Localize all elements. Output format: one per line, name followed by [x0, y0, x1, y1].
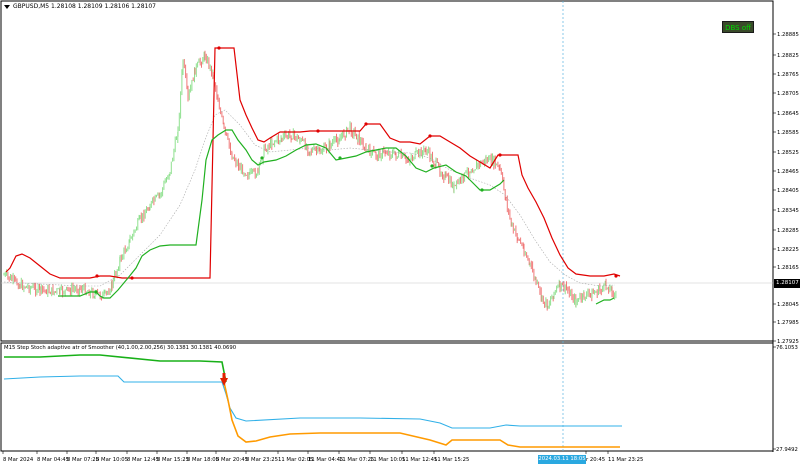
price-axis-label: 1.28525 — [777, 150, 799, 156]
signal-status-box[interactable]: DBS off — [722, 21, 754, 33]
price-axis-label: 1.27985 — [777, 320, 799, 326]
chart-title: GBPUSD,M5 1.28108 1.28109 1.28106 1.2810… — [4, 3, 156, 10]
time-axis-label: 8 Mar 20:45 — [216, 457, 248, 463]
candlestick-series — [3, 50, 617, 311]
time-axis-label: 8 Mar 10:05 — [96, 457, 128, 463]
time-axis-label: 8 Mar 15:25 — [157, 457, 189, 463]
price-axis-label: 1.28765 — [777, 72, 799, 78]
price-axis: 1.28885 1.28825 1.28765 1.28705 1.28645 1.285… — [773, 32, 799, 345]
price-axis-label: 1.28465 — [777, 169, 799, 175]
indicator-green-line — [4, 354, 227, 383]
time-axis-label: 8 Mar 23:25 — [246, 457, 278, 463]
moving-average-line — [3, 109, 616, 287]
current-price-tag: 1.28107 — [774, 279, 800, 288]
time-axis-label: 11 Mar 12:45 — [402, 457, 437, 463]
price-axis-label: 1.28405 — [777, 188, 799, 194]
time-axis: 8 Mar 2024 8 Mar 04:458 Mar 07:258 Mar 10… — [2, 451, 643, 463]
time-axis-label: 8 Mar 04:45 — [37, 457, 69, 463]
time-axis-label: 11 Mar 15:25 — [434, 457, 469, 463]
main-chart-area[interactable] — [0, 0, 774, 342]
price-axis-label: 1.28165 — [777, 265, 799, 271]
price-axis-label: 1.28045 — [777, 302, 799, 308]
time-axis-label: 11 Mar 04:45 — [308, 457, 343, 463]
time-axis-label: r 20:45 — [586, 457, 605, 463]
indicator-blue-line — [3, 375, 622, 429]
stop-markers — [94, 46, 618, 294]
indicator-arrow-marker — [220, 373, 228, 386]
price-axis-label: 1.27925 — [777, 339, 799, 345]
indicator-orange-line — [223, 381, 620, 448]
time-axis-label: 11 Mar 23:25 — [608, 457, 643, 463]
indicator-window[interactable] — [0, 342, 774, 452]
time-axis-label: 11 Mar 10:05 — [370, 457, 405, 463]
green-stop-line — [58, 129, 505, 299]
time-axis-label: 11 Mar 07:25 — [339, 457, 374, 463]
time-axis-label: 8 Mar 18:05 — [187, 457, 219, 463]
crosshair-time-tag: 2024.03.11 18:05 — [538, 455, 586, 464]
chart-title-text: GBPUSD,M5 1.28108 1.28109 1.28106 1.2810… — [13, 3, 156, 10]
time-axis-label: 8 Mar 12:45 — [127, 457, 159, 463]
red-stop-line — [5, 47, 621, 279]
price-axis-label: 1.28345 — [777, 208, 799, 214]
indicator-axis-bottom: 27.9492 — [776, 447, 798, 453]
price-axis-label: 1.28585 — [777, 130, 799, 136]
time-axis-label: 11 Mar 02:05 — [278, 457, 313, 463]
time-axis-label: 8 Mar 07:25 — [67, 457, 99, 463]
price-axis-label: 1.28285 — [777, 228, 799, 234]
price-axis-label: 1.28645 — [777, 111, 799, 117]
price-axis-label: 1.28705 — [777, 91, 799, 97]
time-axis-label: 8 Mar 2024 — [3, 457, 34, 463]
price-axis-label: 1.28825 — [777, 53, 799, 59]
price-axis-label: 1.28225 — [777, 247, 799, 253]
indicator-title: M15 Step Stoch adaptive atr of Smoother … — [4, 345, 237, 351]
indicator-axis-top: 76.1053 — [776, 345, 798, 351]
dropdown-triangle-icon[interactable] — [4, 4, 10, 9]
price-axis-label: 1.28885 — [777, 32, 799, 38]
